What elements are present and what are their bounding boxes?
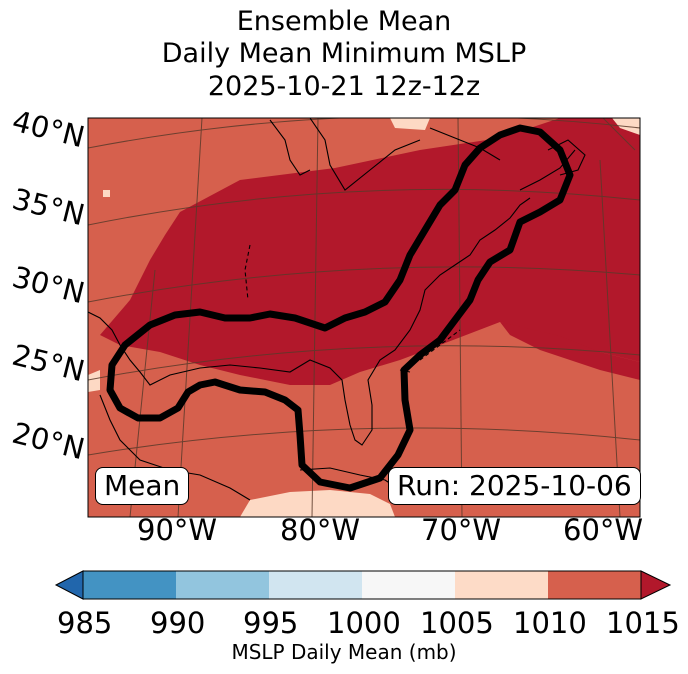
colorbar-tick-985: 985 — [57, 606, 113, 640]
run-badge: Run: 2025-10-06 — [388, 467, 641, 505]
colorbar-tick-1015: 1015 — [606, 606, 680, 640]
colorbar-extend-high — [640, 570, 672, 600]
colorbar-bin-995-1000 — [269, 571, 362, 599]
colorbar-bin-985-990 — [83, 571, 176, 599]
colorbar-tick-1005: 1005 — [420, 606, 494, 640]
colorbar-bin-1010-1015 — [548, 571, 641, 599]
mslp-contour — [106, 124, 574, 492]
pressure-map — [87, 117, 641, 518]
colorbar-tick-1000: 1000 — [327, 606, 401, 640]
region-1005-1010 — [390, 118, 430, 130]
colorbar-label: MSLP Daily Mean (mb) — [231, 640, 457, 664]
title-line-3: 2025-10-21 12z-12z — [207, 71, 481, 102]
lon-label-80: 80°W — [280, 513, 361, 547]
lon-label-90: 90°W — [137, 513, 218, 547]
lon-label-70: 70°W — [421, 513, 502, 547]
colorbar-tick-995: 995 — [243, 606, 299, 640]
mean-badge: Mean — [95, 467, 190, 505]
lon-label-60: 60°W — [563, 513, 644, 547]
colorbar-tick-1010: 1010 — [513, 606, 587, 640]
colorbar-bin-1000-1005 — [362, 571, 455, 599]
colorbar-bin-990-995 — [176, 571, 269, 599]
title-line-2: Daily Mean Minimum MSLP — [161, 38, 527, 69]
colorbar-extend-low — [54, 570, 84, 600]
colorbar-tick-990: 990 — [150, 606, 206, 640]
title-line-1: Ensemble Mean — [236, 6, 452, 37]
colorbar-bin-1005-1010 — [455, 571, 548, 599]
